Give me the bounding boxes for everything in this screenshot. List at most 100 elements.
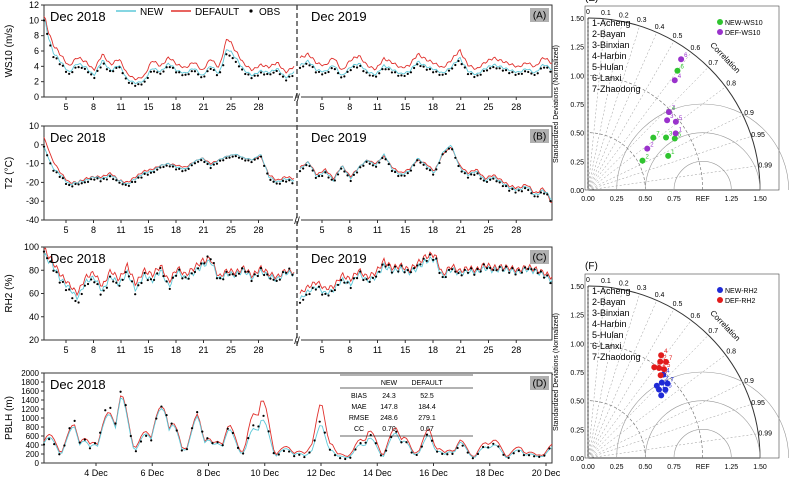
obs-point <box>42 443 46 446</box>
obs-point <box>165 164 168 167</box>
y-tick-label: 0.00 <box>570 456 584 463</box>
obs-point <box>46 257 49 260</box>
obs-point <box>42 19 46 22</box>
panel-tag: (E) <box>585 0 598 4</box>
obs-point <box>311 65 314 69</box>
correlation-ray <box>587 165 759 191</box>
obs-point <box>340 279 343 282</box>
obs-point <box>359 442 362 445</box>
obs-point <box>384 449 388 452</box>
obs-point <box>156 272 159 275</box>
x-tick-label: 18 Dec <box>475 468 504 478</box>
x-tick-label: 0.75 <box>667 464 681 471</box>
obs-point <box>139 440 143 443</box>
obs-point <box>400 74 403 77</box>
obs-point <box>281 270 285 274</box>
obs-point <box>369 433 372 437</box>
obs-point <box>178 268 181 271</box>
obs-point <box>68 427 71 430</box>
correlation-ray <box>587 32 658 191</box>
station-point-label: 2 <box>645 155 649 161</box>
obs-point <box>523 70 527 73</box>
obs-point <box>178 71 181 74</box>
obs-point <box>80 182 83 185</box>
obs-point <box>365 71 368 74</box>
obs-point <box>96 177 99 180</box>
obs-point <box>252 424 255 427</box>
obs-point <box>83 438 86 441</box>
obs-point <box>378 161 381 164</box>
obs-point <box>46 154 49 157</box>
obs-point <box>393 170 397 174</box>
obs-point <box>536 195 539 198</box>
obs-point <box>152 171 156 174</box>
correlation-tick-label: 0.3 <box>637 285 647 292</box>
obs-point <box>466 72 470 76</box>
obs-point <box>137 83 140 86</box>
obs-point <box>231 155 234 158</box>
obs-point <box>68 288 71 291</box>
obs-point <box>390 435 393 439</box>
correlation-tick-label: 0.8 <box>726 81 736 88</box>
obs-point <box>538 455 541 458</box>
obs-point <box>413 66 416 70</box>
y-tick-label: -30 <box>26 196 39 206</box>
obs-point <box>349 286 352 290</box>
station-point-label: 1 <box>662 362 666 368</box>
obs-point <box>201 430 204 433</box>
correlation-ray <box>587 40 675 191</box>
x-tick-label: REF <box>696 464 710 471</box>
station-point-label: 2 <box>650 143 654 149</box>
stats-cell: 24.3 <box>382 393 396 400</box>
station-point-label: 5 <box>678 133 682 139</box>
obs-point <box>371 164 375 167</box>
obs-point <box>58 453 61 456</box>
obs-point <box>291 182 294 185</box>
obs-point <box>403 74 406 78</box>
obs-point <box>451 148 454 151</box>
station-point-label: 2 <box>665 377 669 383</box>
y-tick-label: 800 <box>26 423 40 432</box>
obs-point <box>196 267 200 270</box>
obs-point <box>215 277 219 280</box>
x-tick-label: 21 <box>456 345 466 355</box>
obs-point <box>277 453 280 456</box>
obs-point <box>90 278 93 281</box>
obs-point <box>430 439 434 442</box>
obs-point <box>234 155 237 158</box>
obs-point <box>200 159 203 162</box>
legend-label: NEW-WS10 <box>725 20 763 27</box>
obs-point <box>548 447 551 450</box>
obs-point <box>124 404 127 407</box>
y-tick-label: 40 <box>29 312 39 322</box>
station-label: 1-Acheng <box>592 18 631 28</box>
obs-point <box>432 173 435 176</box>
obs-point <box>447 147 451 150</box>
obs-point <box>308 164 311 168</box>
x-tick-label: 5 <box>63 102 68 112</box>
x-tick-label: 15 <box>143 102 153 112</box>
x-tick-label: 20 Dec <box>532 468 561 478</box>
obs-point <box>359 64 362 67</box>
obs-point <box>269 277 272 280</box>
y-tick-label: 80 <box>29 265 39 275</box>
obs-point <box>482 69 485 73</box>
obs-point <box>105 286 108 289</box>
obs-point <box>460 63 463 66</box>
obs-point <box>482 179 485 182</box>
obs-point <box>482 263 485 266</box>
obs-point <box>425 167 428 170</box>
station-point-label: 3 <box>670 114 674 120</box>
obs-point <box>390 71 394 74</box>
y-tick-label: 0.75 <box>570 370 584 377</box>
y-tick-label: -40 <box>26 215 39 225</box>
x-tick-label: 21 <box>198 345 208 355</box>
x-tick-label: 5 <box>319 225 324 235</box>
obs-point <box>193 270 197 274</box>
obs-point <box>539 270 543 273</box>
obs-point <box>362 70 365 73</box>
y-axis-label: WS10 (m/s) <box>4 25 15 78</box>
station-point <box>657 372 664 379</box>
obs-point <box>247 437 250 440</box>
obs-point <box>514 273 517 276</box>
